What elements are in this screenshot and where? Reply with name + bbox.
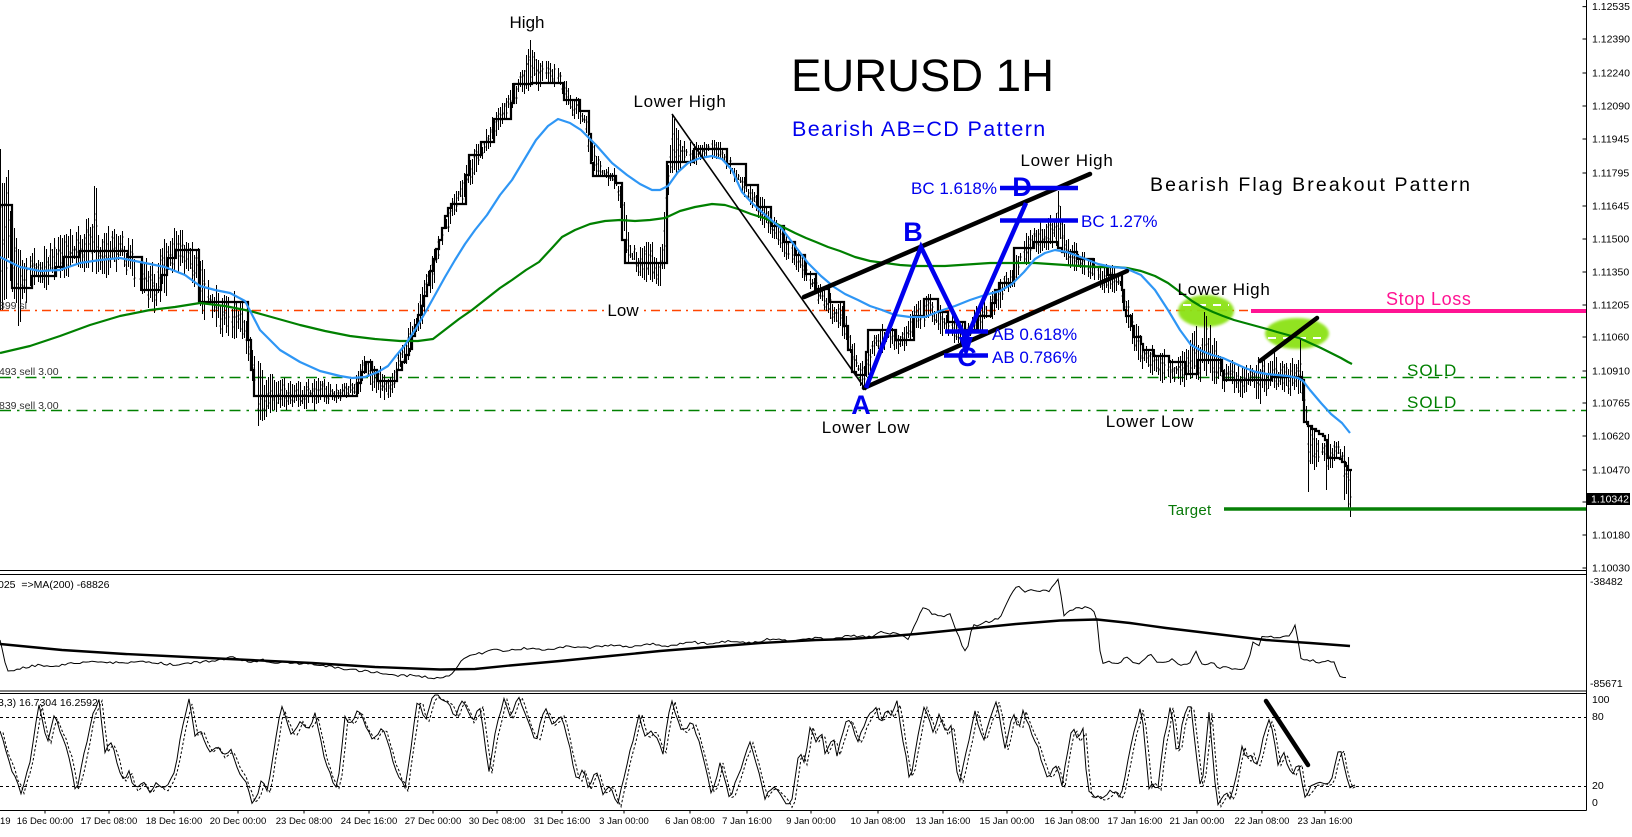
svg-text:1.11205: 1.11205	[1592, 300, 1629, 312]
svg-text:17 Jan 16:00: 17 Jan 16:00	[1108, 816, 1163, 827]
svg-text:7 Jan 16:00: 7 Jan 16:00	[722, 816, 772, 827]
svg-text:899 sl: 899 sl	[0, 300, 27, 312]
svg-text:15 Jan 00:00: 15 Jan 00:00	[980, 816, 1035, 827]
svg-text:A: A	[851, 390, 871, 420]
svg-text:1.11795: 1.11795	[1592, 168, 1629, 180]
svg-text:10 Jan 08:00: 10 Jan 08:00	[851, 816, 906, 827]
svg-text:1.10030: 1.10030	[1592, 563, 1630, 575]
svg-text:1.11645: 1.11645	[1592, 201, 1629, 213]
svg-text:3 Jan 00:00: 3 Jan 00:00	[599, 816, 649, 827]
svg-text:24 Dec 16:00: 24 Dec 16:00	[341, 816, 398, 827]
svg-text:0: 0	[1592, 797, 1598, 809]
svg-text:1.10765: 1.10765	[1592, 398, 1630, 410]
svg-text:BC 1.27%: BC 1.27%	[1081, 212, 1158, 231]
svg-text:C: C	[957, 342, 977, 372]
svg-text:1.12240: 1.12240	[1592, 68, 1630, 80]
svg-text:80: 80	[1592, 711, 1604, 723]
svg-text:Target: Target	[1168, 502, 1212, 519]
svg-text:1.11350: 1.11350	[1592, 267, 1629, 279]
svg-text:1.10470: 1.10470	[1592, 465, 1630, 477]
svg-text:16 Jan 08:00: 16 Jan 08:00	[1045, 816, 1100, 827]
svg-text:1.11500: 1.11500	[1592, 234, 1629, 246]
svg-text:1.11060: 1.11060	[1592, 332, 1629, 344]
svg-text:EURUSD 1H: EURUSD 1H	[791, 50, 1054, 101]
svg-text:1.10910: 1.10910	[1592, 366, 1630, 378]
svg-text:19: 19	[0, 816, 11, 827]
svg-text:-85671: -85671	[1590, 678, 1623, 690]
svg-text:23 Jan 16:00: 23 Jan 16:00	[1298, 816, 1353, 827]
svg-text:20: 20	[1592, 780, 1604, 792]
svg-text:31 Dec 16:00: 31 Dec 16:00	[534, 816, 591, 827]
svg-text:High: High	[510, 13, 545, 32]
svg-text:Lower High: Lower High	[634, 92, 727, 111]
svg-text:Stop Loss: Stop Loss	[1386, 289, 1471, 309]
svg-text:1.10342: 1.10342	[1591, 494, 1629, 506]
svg-text:493 sell 3.00: 493 sell 3.00	[0, 366, 59, 378]
svg-text:1.12390: 1.12390	[1592, 34, 1630, 46]
svg-text:AB 0.618%: AB 0.618%	[992, 325, 1077, 344]
svg-text:20 Dec 00:00: 20 Dec 00:00	[210, 816, 267, 827]
svg-text:13 Jan 16:00: 13 Jan 16:00	[916, 816, 971, 827]
svg-text:18 Dec 16:00: 18 Dec 16:00	[146, 816, 203, 827]
svg-text:SOLD: SOLD	[1407, 393, 1457, 412]
svg-text:025 =>MA(200) -68826: 025 =>MA(200) -68826	[0, 579, 110, 591]
svg-text:9 Jan 00:00: 9 Jan 00:00	[786, 816, 836, 827]
svg-text:BC 1.618%: BC 1.618%	[911, 179, 997, 198]
svg-text:30 Dec 08:00: 30 Dec 08:00	[469, 816, 526, 827]
svg-text:-38482: -38482	[1590, 576, 1623, 588]
svg-text:3,3) 16.7304 16.2592: 3,3) 16.7304 16.2592	[0, 697, 98, 709]
svg-text:Low: Low	[607, 301, 639, 320]
svg-text:SOLD: SOLD	[1407, 361, 1457, 380]
svg-text:B: B	[903, 217, 923, 247]
svg-text:AB 0.786%: AB 0.786%	[992, 348, 1077, 367]
svg-text:23 Dec 08:00: 23 Dec 08:00	[276, 816, 333, 827]
svg-text:Lower High: Lower High	[1178, 280, 1271, 299]
svg-text:22 Jan 08:00: 22 Jan 08:00	[1235, 816, 1290, 827]
svg-text:21 Jan 00:00: 21 Jan 00:00	[1170, 816, 1225, 827]
svg-text:1.10180: 1.10180	[1592, 530, 1630, 542]
svg-text:839 sell 3.00: 839 sell 3.00	[0, 400, 59, 412]
svg-text:Bearish AB=CD Pattern: Bearish AB=CD Pattern	[792, 117, 1047, 141]
svg-text:Bearish Flag Breakout Pattern: Bearish Flag Breakout Pattern	[1150, 174, 1472, 196]
svg-text:27 Dec 00:00: 27 Dec 00:00	[405, 816, 462, 827]
svg-text:Lower Low: Lower Low	[822, 418, 911, 437]
svg-text:1.11945: 1.11945	[1592, 134, 1629, 146]
svg-text:16 Dec 00:00: 16 Dec 00:00	[17, 816, 74, 827]
svg-text:1.12535: 1.12535	[1592, 1, 1630, 13]
svg-text:100: 100	[1592, 694, 1610, 706]
svg-text:D: D	[1012, 172, 1032, 202]
svg-text:Lower Low: Lower Low	[1106, 412, 1195, 431]
svg-text:6 Jan 08:00: 6 Jan 08:00	[665, 816, 715, 827]
svg-text:1.10620: 1.10620	[1592, 431, 1630, 443]
svg-text:1.12090: 1.12090	[1592, 101, 1630, 113]
svg-text:Lower High: Lower High	[1021, 151, 1114, 170]
svg-text:17 Dec 08:00: 17 Dec 08:00	[81, 816, 138, 827]
